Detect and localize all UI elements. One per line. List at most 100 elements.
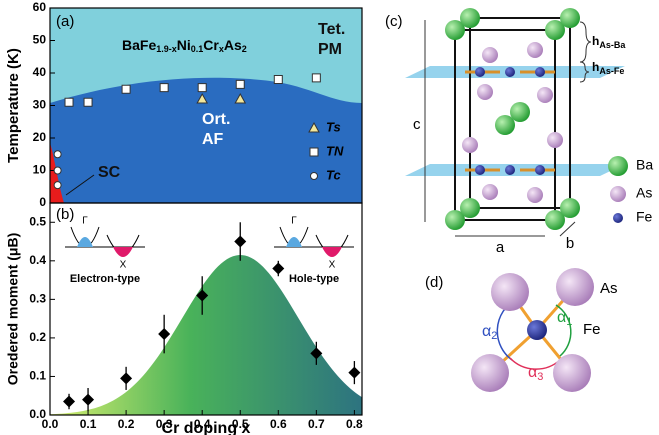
marker bbox=[348, 366, 361, 379]
y-tick-label: 50 bbox=[33, 33, 47, 47]
annotation: SC bbox=[98, 164, 121, 181]
atom-label: As bbox=[600, 280, 618, 297]
plots: 0 10 20 30 40 50 60 Temperature (K) (a) BaFe1.9-x… bbox=[5, 0, 363, 435]
annotation: PM bbox=[318, 41, 342, 58]
marker bbox=[53, 150, 62, 159]
y-tick-label: 0.0 bbox=[29, 407, 46, 421]
pocket bbox=[113, 247, 133, 257]
marker bbox=[64, 97, 74, 107]
inset-label: Hole-type bbox=[289, 273, 339, 285]
fe-atom bbox=[527, 320, 547, 340]
x-axis-title: Cr doping x bbox=[162, 420, 251, 435]
legend-label: Ts bbox=[326, 119, 341, 134]
marker bbox=[196, 92, 209, 104]
marker bbox=[53, 166, 62, 175]
inset-point: X bbox=[329, 260, 336, 271]
legend-label: As bbox=[636, 185, 652, 201]
marker bbox=[159, 83, 169, 93]
panel-label: (d) bbox=[425, 274, 443, 291]
dimension-lines bbox=[424, 20, 592, 237]
marker bbox=[309, 147, 319, 157]
legend-label: Ba bbox=[636, 157, 653, 173]
legend-label: Fe bbox=[636, 209, 653, 225]
as-atom bbox=[553, 354, 591, 392]
atoms bbox=[445, 8, 580, 230]
y-tick-label: 30 bbox=[33, 98, 47, 112]
marker bbox=[234, 235, 247, 248]
y-tick-label: 0.4 bbox=[29, 253, 46, 267]
formula-part: 0.1 bbox=[191, 44, 204, 54]
marker bbox=[196, 289, 209, 302]
inset-point: Γ bbox=[82, 216, 88, 227]
legend-symbol bbox=[610, 186, 626, 202]
as-atom bbox=[556, 268, 594, 306]
angle-label: α2 bbox=[482, 323, 497, 342]
height-label: hAs-Ba bbox=[592, 34, 626, 50]
legend-label: TN bbox=[326, 143, 344, 158]
marker bbox=[310, 172, 318, 180]
marker bbox=[311, 73, 321, 83]
y-tick-label: 10 bbox=[33, 163, 47, 177]
ort-region bbox=[50, 77, 362, 203]
marker bbox=[235, 79, 245, 89]
y-tick-label: 0 bbox=[39, 195, 46, 209]
y-axis-title: Oredered moment (μB) bbox=[5, 233, 21, 385]
x-tick-label: 0.0 bbox=[42, 417, 59, 431]
bond-panel: (d) As Fe α1 α2 α3 bbox=[425, 268, 618, 392]
atom-label: Fe bbox=[583, 321, 601, 338]
angle-label: α1 bbox=[557, 309, 572, 328]
panel-label: (c) bbox=[385, 13, 403, 30]
inset-point: X bbox=[120, 260, 127, 271]
marker bbox=[63, 395, 76, 408]
x-tick-label: 0.3 bbox=[156, 417, 173, 431]
x-tick-label: 0.5 bbox=[232, 417, 249, 431]
angle-arc bbox=[509, 357, 561, 370]
sc-region bbox=[50, 143, 64, 203]
angle-arc bbox=[555, 304, 572, 357]
height-label: hAs-Fe bbox=[592, 60, 624, 76]
pocket bbox=[77, 237, 93, 247]
annotation: AF bbox=[202, 131, 224, 148]
marker bbox=[308, 121, 320, 133]
inset-label: Electron-type bbox=[70, 273, 140, 285]
y-tick-label: 0.5 bbox=[29, 214, 46, 228]
marker bbox=[120, 372, 133, 385]
y-tick-label: 40 bbox=[33, 65, 47, 79]
marker bbox=[82, 393, 95, 406]
formula-part: BaFe bbox=[122, 37, 156, 53]
angle-label: α3 bbox=[528, 364, 543, 383]
legend-symbol bbox=[613, 213, 623, 223]
marker bbox=[272, 262, 285, 275]
y-tick-label: 0.1 bbox=[29, 369, 46, 383]
marker bbox=[121, 84, 131, 94]
x-tick-label: 0.1 bbox=[80, 417, 97, 431]
annotation: Tet. bbox=[318, 21, 345, 38]
legend-label: Tc bbox=[326, 167, 341, 182]
marker bbox=[53, 181, 62, 190]
y-tick-label: 0.2 bbox=[29, 330, 46, 344]
y-tick-label: 0.3 bbox=[29, 292, 46, 306]
y-tick-label: 60 bbox=[33, 0, 47, 14]
axis-label: b bbox=[566, 235, 574, 252]
pointer bbox=[65, 174, 95, 196]
marker bbox=[273, 75, 283, 84]
marker bbox=[83, 97, 93, 107]
formula: BaFe1.9-xNi0.1CrxAs2 bbox=[122, 37, 247, 55]
as-atom bbox=[471, 354, 509, 392]
formula-part: 1.9-x bbox=[156, 44, 177, 54]
legend-symbol bbox=[608, 156, 628, 176]
y-axis-title: Temperature (K) bbox=[5, 48, 22, 163]
fit-area bbox=[50, 255, 362, 415]
formula-part: As bbox=[224, 37, 242, 53]
x-tick-label: 0.7 bbox=[308, 417, 325, 431]
x-tick-label: 0.4 bbox=[194, 417, 211, 431]
y-tick-label: 20 bbox=[33, 130, 47, 144]
x-tick-label: 0.8 bbox=[346, 417, 363, 431]
inset-point: Γ bbox=[291, 216, 297, 227]
annotation: Ort. bbox=[202, 111, 230, 128]
formula-part: Ni bbox=[177, 37, 191, 53]
panel-label: (b) bbox=[56, 206, 74, 223]
formula-part: x bbox=[219, 44, 224, 54]
axis-label: c bbox=[413, 116, 421, 133]
